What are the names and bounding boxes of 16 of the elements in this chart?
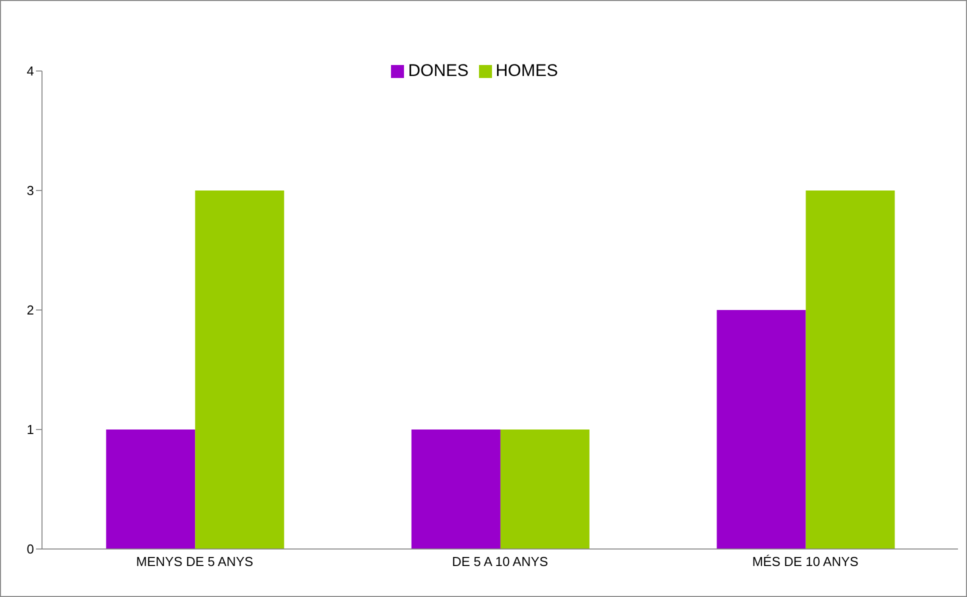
bar [500,430,590,549]
x-tick-label: MENYS DE 5 ANYS [136,554,254,570]
y-tick-label: 0 [26,542,34,557]
bar [411,430,500,549]
bar [716,310,806,549]
x-tick-label: MÉS DE 10 ANYS [752,554,859,570]
legend-label: HOMES [496,61,558,80]
y-tick-label: 4 [26,64,34,79]
y-tick-label: 3 [26,183,34,198]
bar [806,190,895,549]
y-tick-label: 2 [26,302,34,318]
bar [195,190,284,549]
x-tick-label: DE 5 A 10 ANYS [452,554,548,570]
legend-label: DONES [408,61,469,80]
y-tick-label: 1 [26,422,34,438]
bar [106,430,196,549]
